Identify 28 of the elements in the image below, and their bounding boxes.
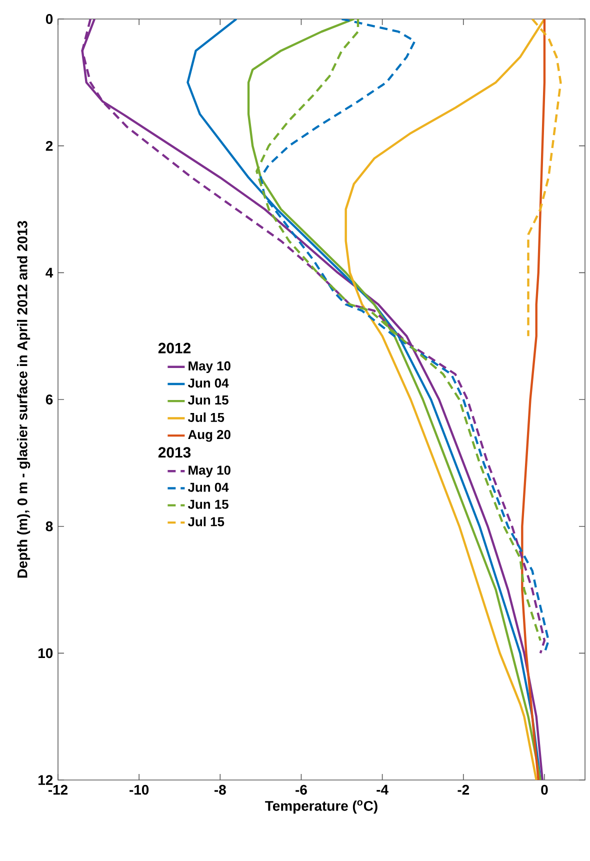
legend-label: Jun 15 [188, 500, 228, 509]
legend-label: Jun 15 [188, 396, 228, 405]
y-tick-label: 12 [38, 775, 53, 785]
y-tick-label: 8 [46, 521, 53, 532]
annotation: 2013 [158, 447, 191, 458]
y-tick-label: 10 [38, 648, 53, 658]
y-axis-title: Depth (m), 0 m - glacier surface in April 2012 and 2013 [17, 220, 30, 578]
legend-label: Jun 04 [188, 378, 229, 388]
legend-label: May 10 [188, 361, 230, 374]
legend-label: May 10 [188, 466, 230, 478]
legend-label: Jul 15 [188, 516, 224, 526]
y-tick-label: 0 [46, 14, 53, 24]
x-tick-label: -8 [214, 784, 226, 795]
x-tick-label: -2 [458, 784, 470, 795]
y-tick-label: 2 [46, 140, 53, 151]
legend-label: Jul 15 [188, 412, 224, 422]
legend-label: Aug 20 [188, 430, 230, 442]
x-axis-title: Temperature ($^{o}$C) [265, 800, 378, 814]
x-tick-label: -10 [130, 784, 149, 795]
legend-label: Jun 04 [188, 482, 229, 492]
line-series [247, 19, 542, 780]
x-tick-label: 0 [541, 784, 548, 795]
x-tick-label: -4 [376, 784, 388, 794]
x-tick-label: -12 [48, 784, 68, 795]
x-tick-label: -6 [296, 784, 307, 795]
y-tick-label: 4 [46, 268, 54, 278]
legend-title: 2012 [158, 342, 191, 354]
y-tick-label: 6 [46, 394, 53, 404]
